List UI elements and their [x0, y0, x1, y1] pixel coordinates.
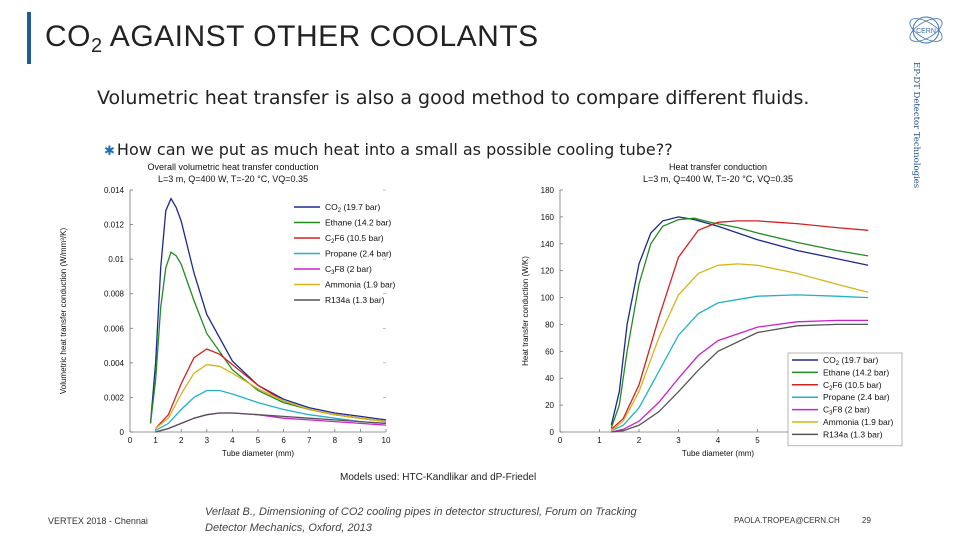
right-chart-y-tick-label: 20 [545, 401, 554, 410]
right-chart-legend-label: Ammonia (1.9 bar) [823, 417, 894, 427]
left-chart-legend-label: Propane (2.4 bar) [325, 249, 392, 259]
right-chart-x-tick-label: 3 [676, 436, 681, 445]
right-chart-legend: CO2 (19.7 bar)Ethane (14.2 bar) C2F6 (10.… [787, 352, 903, 447]
left-chart-x-tick-label: 1 [153, 436, 158, 445]
right-chart-legend-label: Propane (2.4 bar) [823, 392, 890, 402]
left-chart-x-tick-label: 6 [281, 436, 286, 445]
right-chart-subtitle: L=3 m, Q=400 W, T=-20 °C, VQ=0.35 [643, 174, 793, 184]
left-chart-x-tick-label: 8 [333, 436, 338, 445]
right-chart-y-tick-label: 100 [541, 294, 555, 303]
intro-paragraph: Volumetric heat transfer is also a good … [97, 87, 810, 109]
left-chart-series-propane-2-4-bar [155, 389, 387, 431]
right-chart-x-tick-label: 1 [597, 436, 602, 445]
left-chart-y-tick-label: 0.006 [104, 324, 125, 333]
right-chart-x-tick-label: 5 [755, 436, 760, 445]
right-chart-y-tick-label: 40 [545, 374, 554, 383]
left-chart-title: Overall volumetric heat transfer conduct… [147, 162, 318, 172]
right-chart-y-tick-label: 80 [545, 320, 554, 329]
right-chart-title: Heat transfer conduction [669, 162, 767, 172]
left-chart-series-r134a-1-3-bar [155, 412, 387, 433]
right-chart-legend-label: C3F8 (2 bar) [823, 405, 870, 417]
left-chart-legend-label: C3F8 (2 bar) [325, 264, 372, 276]
left-chart-subtitle: L=3 m, Q=400 W, T=-20 °C, VQ=0.35 [158, 174, 308, 184]
volumetric-heat-transfer-chart: Overall volumetric heat transfer conduct… [59, 162, 396, 458]
bullet-star-icon: ✱ [104, 144, 115, 159]
page-number: 29 [862, 516, 871, 525]
right-chart-series-ammonia-1-9-bar [610, 263, 869, 432]
footer-email: PAOLA.TROPEA@CERN.CH [734, 516, 840, 525]
right-chart-y-tick-label: 0 [550, 428, 555, 437]
left-chart-y-tick-label: 0.004 [104, 359, 125, 368]
right-chart-series-ethane-14-2-bar [610, 217, 869, 429]
right-chart-y-tick-label: 140 [541, 240, 555, 249]
right-chart-x-label: Tube diameter (mm) [682, 449, 755, 458]
right-chart-legend-label: R134a (1.3 bar) [823, 429, 883, 439]
cern-logo-text: CERN [916, 28, 936, 35]
right-chart-series-c2f6-10-5-bar [610, 220, 869, 430]
left-chart-y-tick-label: 0.014 [104, 186, 125, 195]
left-chart-x-tick-label: 4 [230, 436, 235, 445]
right-chart-y-label: Heat transfer conduction (W/K) [521, 256, 530, 366]
models-note: Models used: HTC-Kandlikar and dP-Friede… [340, 472, 537, 483]
right-chart-series-c3f8-2-bar [611, 319, 869, 433]
right-chart-series-propane-2-4-bar [611, 294, 869, 432]
department-label: EP-DT Detector Technologies [911, 62, 921, 189]
citation: Verlaat B., Dimensioning of CO2 cooling … [205, 506, 637, 534]
left-chart-y-tick-label: 0.01 [108, 255, 124, 264]
left-chart-legend-label: Ethane (14.2 bar) [325, 218, 391, 228]
left-chart-series-ammonia-1-9-bar [155, 363, 387, 430]
right-chart-y-tick-label: 180 [541, 186, 555, 195]
left-chart-y-tick-label: 0 [120, 428, 125, 437]
left-chart-x-tick-label: 3 [205, 436, 210, 445]
left-chart-legend-label: Ammonia (1.9 bar) [325, 280, 396, 290]
heat-transfer-chart: Heat transfer conduction L=3 m, Q=400 W, … [521, 162, 903, 458]
right-chart-y-tick-label: 60 [545, 347, 554, 356]
right-chart-legend-box [787, 352, 903, 447]
left-chart-series-ethane-14-2-bar [149, 251, 387, 424]
right-chart-x-tick-label: 2 [637, 436, 642, 445]
left-chart-y-label: Volumetric heat transfer conduction (W/m… [59, 228, 68, 395]
slide-title: CO2 AGAINST OTHER COOLANTS [45, 20, 539, 57]
left-chart-x-tick-label: 0 [128, 436, 133, 445]
left-chart-x-label: Tube diameter (mm) [222, 449, 295, 458]
right-chart-x-tick-label: 0 [558, 436, 563, 445]
right-chart-x-tick-label: 4 [716, 436, 721, 445]
left-chart-legend-label: R134a (1.3 bar) [325, 295, 385, 305]
left-chart-y-tick-label: 0.008 [104, 290, 125, 299]
right-chart-legend-label: C2F6 (10.5 bar) [823, 380, 882, 392]
right-chart-y-tick-label: 120 [541, 267, 555, 276]
footer-venue: VERTEX 2018 - Chennai [48, 516, 148, 526]
left-chart-x-tick-label: 2 [179, 436, 184, 445]
left-chart-x-tick-label: 5 [256, 436, 261, 445]
left-chart-y-tick-label: 0.012 [104, 221, 125, 230]
right-chart-legend-label: Ethane (14.2 bar) [823, 367, 889, 377]
bullet-item: ✱ How can we put as much heat into a smal… [104, 140, 673, 159]
right-chart-series-co2-19-7-bar [610, 216, 869, 426]
left-chart-legend-label: C2F6 (10.5 bar) [325, 233, 384, 245]
right-chart-series-r134a-1-3-bar [611, 323, 869, 433]
left-chart-x-tick-label: 10 [382, 436, 391, 445]
title-accent-bar [27, 12, 31, 64]
left-chart-legend-label: CO2 (19.7 bar) [325, 202, 380, 214]
left-chart-x-tick-label: 9 [358, 436, 363, 445]
left-chart-y-tick-label: 0.002 [104, 393, 125, 402]
left-chart-legend: CO2 (19.7 bar) Ethane (14.2 bar) C2F6 (10.… [294, 202, 396, 305]
right-chart-y-tick-label: 160 [541, 213, 555, 222]
left-chart-series-co2-19-7-bar [149, 197, 387, 424]
left-chart-x-tick-label: 7 [307, 436, 312, 445]
right-chart-legend-label: CO2 (19.7 bar) [823, 355, 878, 367]
cern-logo: CERN [909, 16, 943, 44]
